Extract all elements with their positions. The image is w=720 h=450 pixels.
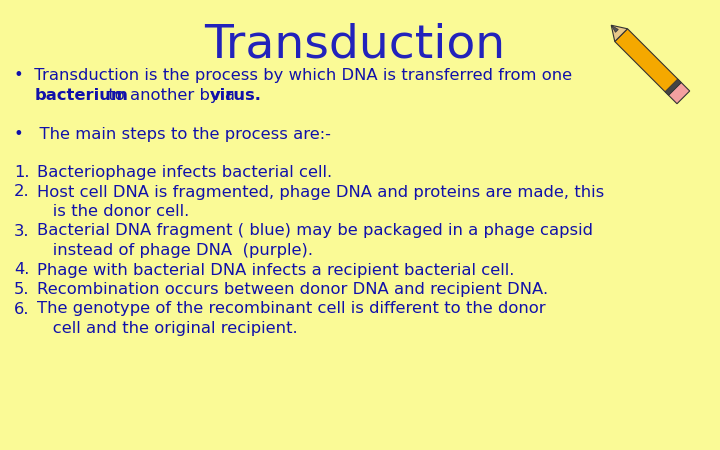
- Text: to another by a: to another by a: [103, 88, 240, 103]
- Polygon shape: [668, 82, 690, 104]
- Text: Phage with bacterial DNA infects a recipient bacterial cell.: Phage with bacterial DNA infects a recip…: [37, 262, 514, 278]
- Text: •   The main steps to the process are:-: • The main steps to the process are:-: [14, 127, 331, 142]
- Text: The genotype of the recombinant cell is different to the donor: The genotype of the recombinant cell is …: [37, 302, 546, 316]
- Polygon shape: [665, 79, 681, 95]
- Polygon shape: [611, 25, 628, 41]
- Text: 2.: 2.: [14, 184, 30, 199]
- Text: cell and the original recipient.: cell and the original recipient.: [37, 321, 297, 336]
- Text: Recombination occurs between donor DNA and recipient DNA.: Recombination occurs between donor DNA a…: [37, 282, 548, 297]
- Text: Bacteriophage infects bacterial cell.: Bacteriophage infects bacterial cell.: [37, 165, 332, 180]
- Text: Bacterial DNA fragment ( blue) may be packaged in a phage capsid: Bacterial DNA fragment ( blue) may be pa…: [37, 224, 593, 239]
- Text: 6.: 6.: [14, 302, 30, 316]
- Text: bacterium: bacterium: [35, 88, 129, 103]
- Text: 5.: 5.: [14, 282, 30, 297]
- Text: 1.: 1.: [14, 165, 30, 180]
- Text: virus.: virus.: [210, 88, 262, 103]
- Text: 4.: 4.: [14, 262, 30, 278]
- Text: 3.: 3.: [14, 224, 30, 239]
- Polygon shape: [611, 25, 618, 32]
- Text: is the donor cell.: is the donor cell.: [37, 204, 189, 219]
- Polygon shape: [615, 29, 681, 95]
- Text: •  Transduction is the process by which DNA is transferred from one: • Transduction is the process by which D…: [14, 68, 572, 83]
- Text: Transduction: Transduction: [204, 22, 505, 67]
- Text: Host cell DNA is fragmented, phage DNA and proteins are made, this: Host cell DNA is fragmented, phage DNA a…: [37, 184, 604, 199]
- Text: instead of phage DNA  (purple).: instead of phage DNA (purple).: [37, 243, 313, 258]
